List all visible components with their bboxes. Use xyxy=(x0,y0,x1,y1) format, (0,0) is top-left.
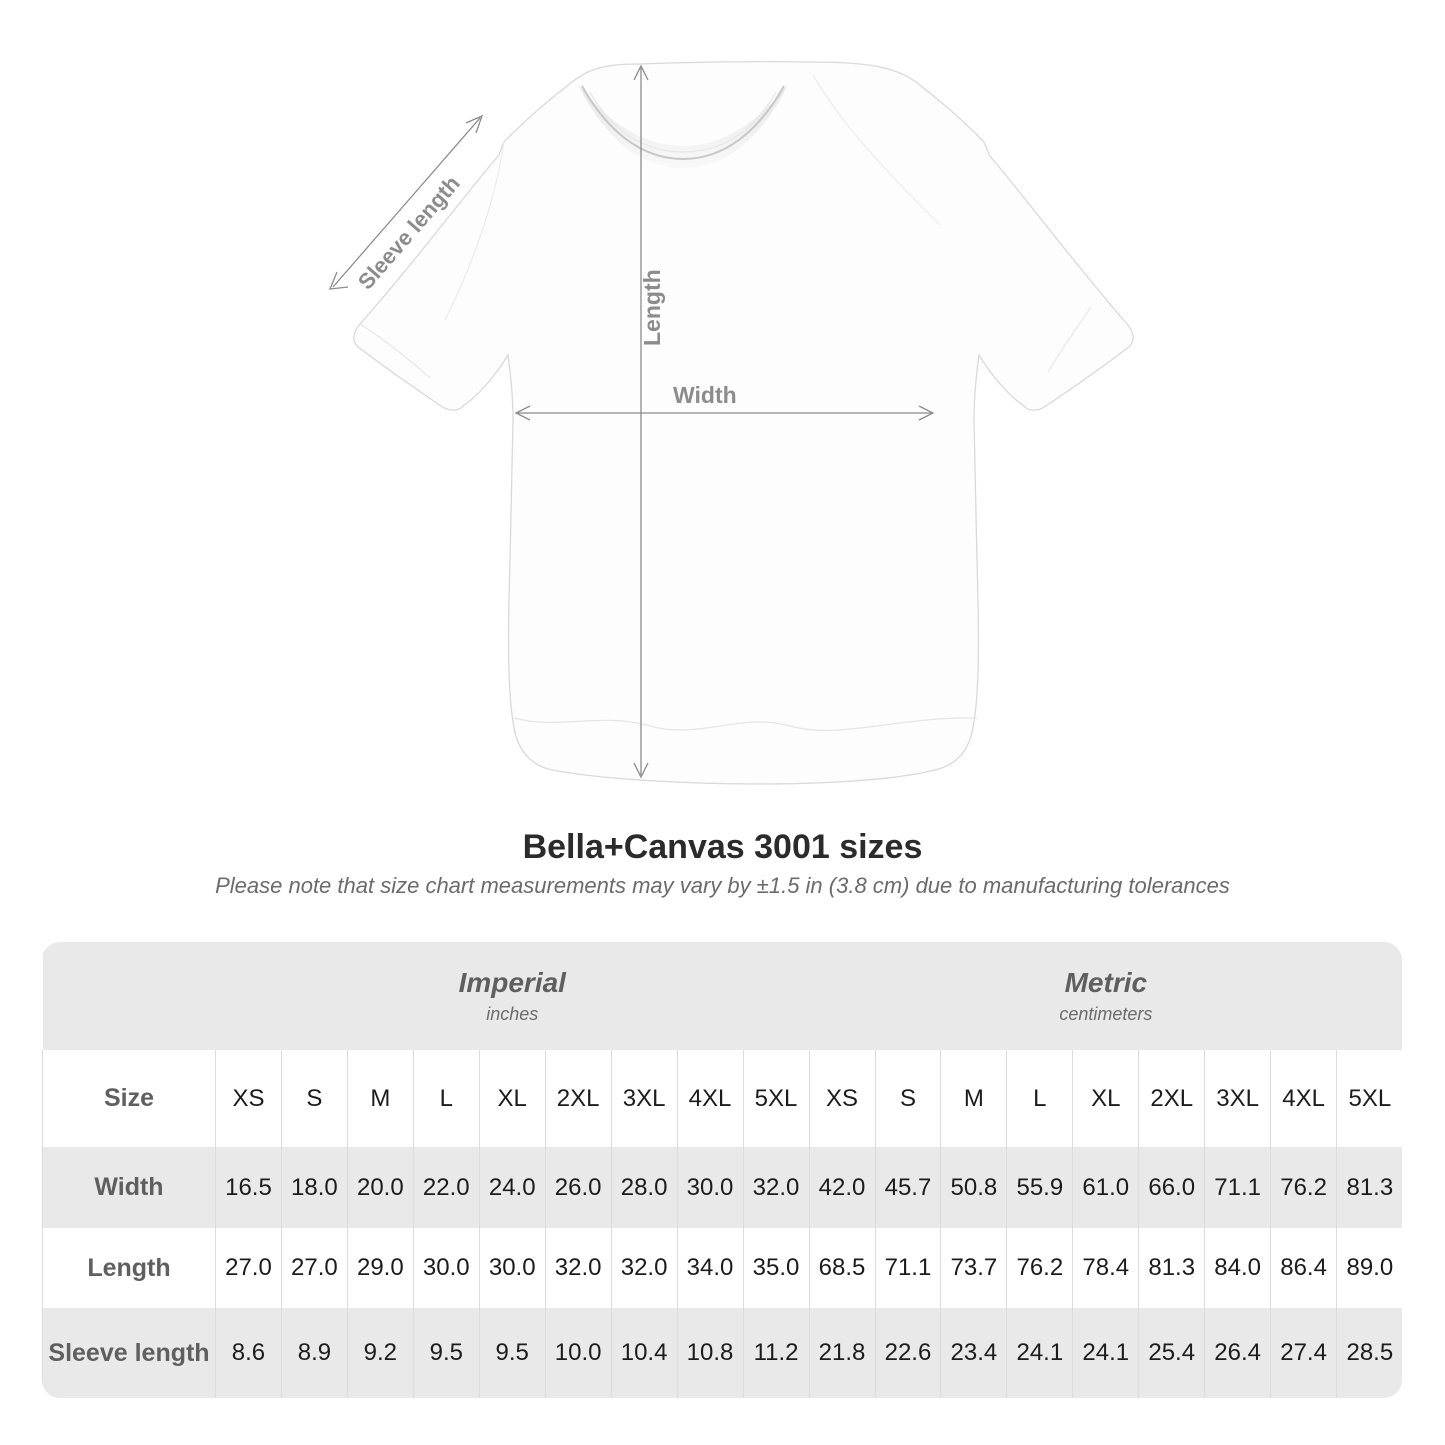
svg-text:Length: Length xyxy=(639,269,665,346)
svg-text:Width: Width xyxy=(673,382,737,408)
